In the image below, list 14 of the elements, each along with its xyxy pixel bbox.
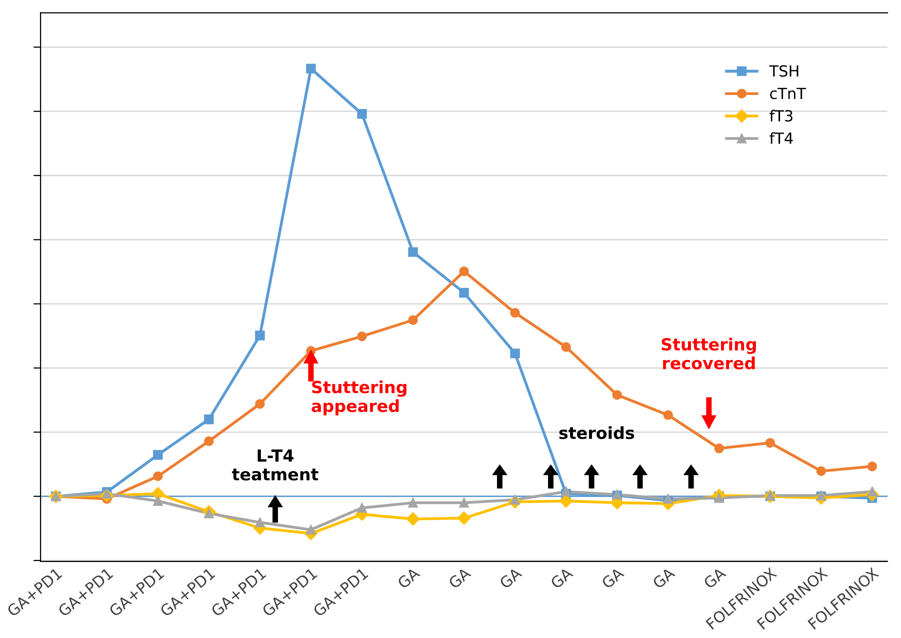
legend-label: TSH — [769, 65, 798, 77]
x-tick-label: GA — [550, 566, 574, 590]
x-tick-label: GA — [652, 566, 676, 590]
legend-label: fT4 — [770, 132, 793, 144]
x-tick-label: GA — [498, 566, 523, 590]
annotation: L-T4 teatment — [232, 450, 318, 481]
legend-label: fT3 — [770, 110, 792, 122]
annotation: Stuttering appeared — [312, 380, 406, 416]
annotation: steroids — [559, 426, 634, 440]
legend-label: cTnT — [770, 88, 806, 100]
x-tick-label: GA — [396, 566, 420, 590]
annotation: Stuttering recovered — [662, 338, 756, 370]
x-tick-label: GA — [448, 566, 472, 590]
x-tick-label: GA — [600, 566, 625, 590]
